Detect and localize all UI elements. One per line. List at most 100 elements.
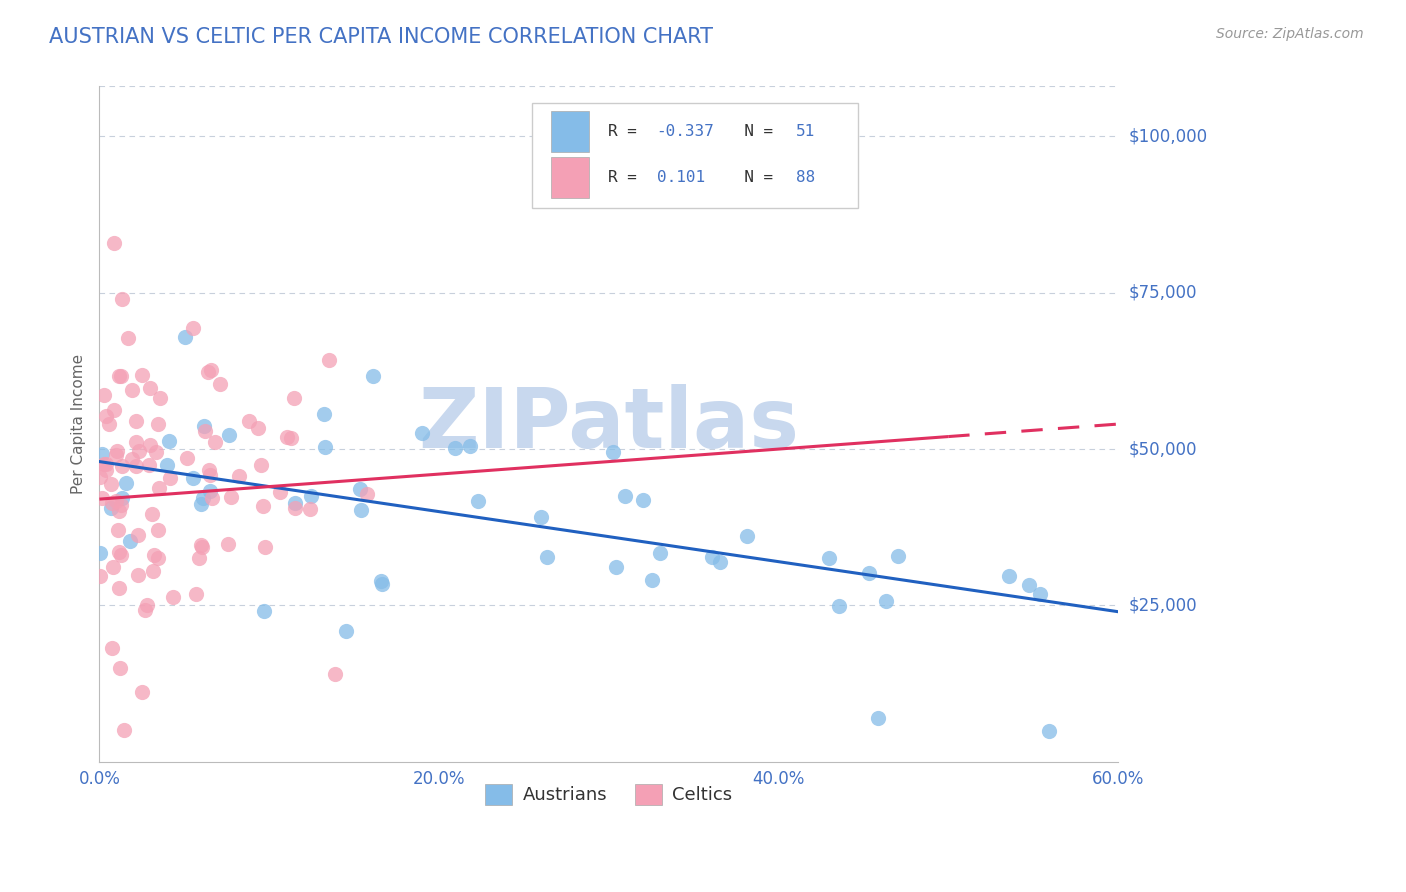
Text: $75,000: $75,000 [1129,284,1198,301]
Text: 88: 88 [796,170,815,185]
Point [190,497,212,511]
Point [111,292,134,306]
Point [117,331,139,345]
Point [875,594,897,608]
Point [312,407,335,421]
Text: -0.337: -0.337 [657,124,714,139]
Point [118,534,141,549]
Point [228,468,250,483]
Point [121,384,143,398]
Point [998,568,1021,582]
Point [252,500,274,514]
Point [335,624,357,638]
Point [91,447,114,461]
Point [221,490,243,504]
FancyBboxPatch shape [533,103,858,208]
Point [1038,723,1060,738]
Point [181,320,204,334]
Point [1029,587,1052,601]
Point [371,577,394,591]
Point [298,501,321,516]
Point [108,581,131,595]
Point [370,574,392,588]
Point [107,368,129,383]
Point [253,541,276,555]
Point [631,493,654,508]
Point [186,587,208,601]
Point [247,421,270,435]
Text: R =: R = [607,170,647,185]
Text: ZIPatlas: ZIPatlas [418,384,799,465]
Point [148,481,170,495]
Point [138,458,160,473]
Point [93,388,115,402]
Point [108,545,131,559]
Point [162,591,184,605]
Point [101,640,124,655]
Legend: Austrians, Celtics: Austrians, Celtics [475,774,741,814]
Point [142,548,165,562]
Point [602,444,624,458]
Point [112,723,135,738]
Y-axis label: Per Capita Income: Per Capita Income [72,354,86,494]
Point [104,494,127,508]
Point [613,489,636,503]
Point [536,550,558,565]
Point [134,603,156,617]
Point [145,444,167,458]
Point [187,550,209,565]
Point [149,391,172,405]
Point [198,483,221,498]
Point [350,502,373,516]
Point [190,538,212,552]
Point [176,450,198,465]
Point [103,235,125,250]
Text: $100,000: $100,000 [1129,128,1208,145]
Point [127,568,149,582]
Point [204,434,226,449]
Point [194,424,217,438]
Point [828,599,851,613]
Point [648,546,671,560]
Point [299,489,322,503]
Point [217,537,239,551]
Point [197,365,219,379]
Point [737,529,759,543]
Text: Source: ZipAtlas.com: Source: ZipAtlas.com [1216,27,1364,41]
Point [201,491,224,505]
Point [349,482,371,496]
Point [111,491,134,505]
Text: N =: N = [725,124,783,139]
Point [157,434,180,448]
Point [107,523,129,537]
Text: 51: 51 [796,124,815,139]
Text: R =: R = [607,124,647,139]
Point [200,467,222,482]
Text: $25,000: $25,000 [1129,597,1198,615]
Point [323,667,346,681]
Point [89,469,111,483]
Point [269,484,291,499]
Point [125,459,148,474]
Point [191,491,214,505]
Point [458,439,481,453]
Point [98,417,121,431]
Point [100,477,122,491]
Point [605,559,627,574]
Point [314,440,336,454]
Point [89,569,111,583]
Point [101,496,124,510]
Point [108,660,131,674]
Point [105,449,128,463]
Point [887,549,910,564]
Point [640,573,662,587]
Point [200,362,222,376]
Point [91,491,114,505]
Point [253,604,276,618]
Point [181,471,204,485]
Point [110,549,132,563]
Point [131,368,153,382]
Point [125,414,148,428]
Point [702,549,724,564]
Point [100,500,122,515]
